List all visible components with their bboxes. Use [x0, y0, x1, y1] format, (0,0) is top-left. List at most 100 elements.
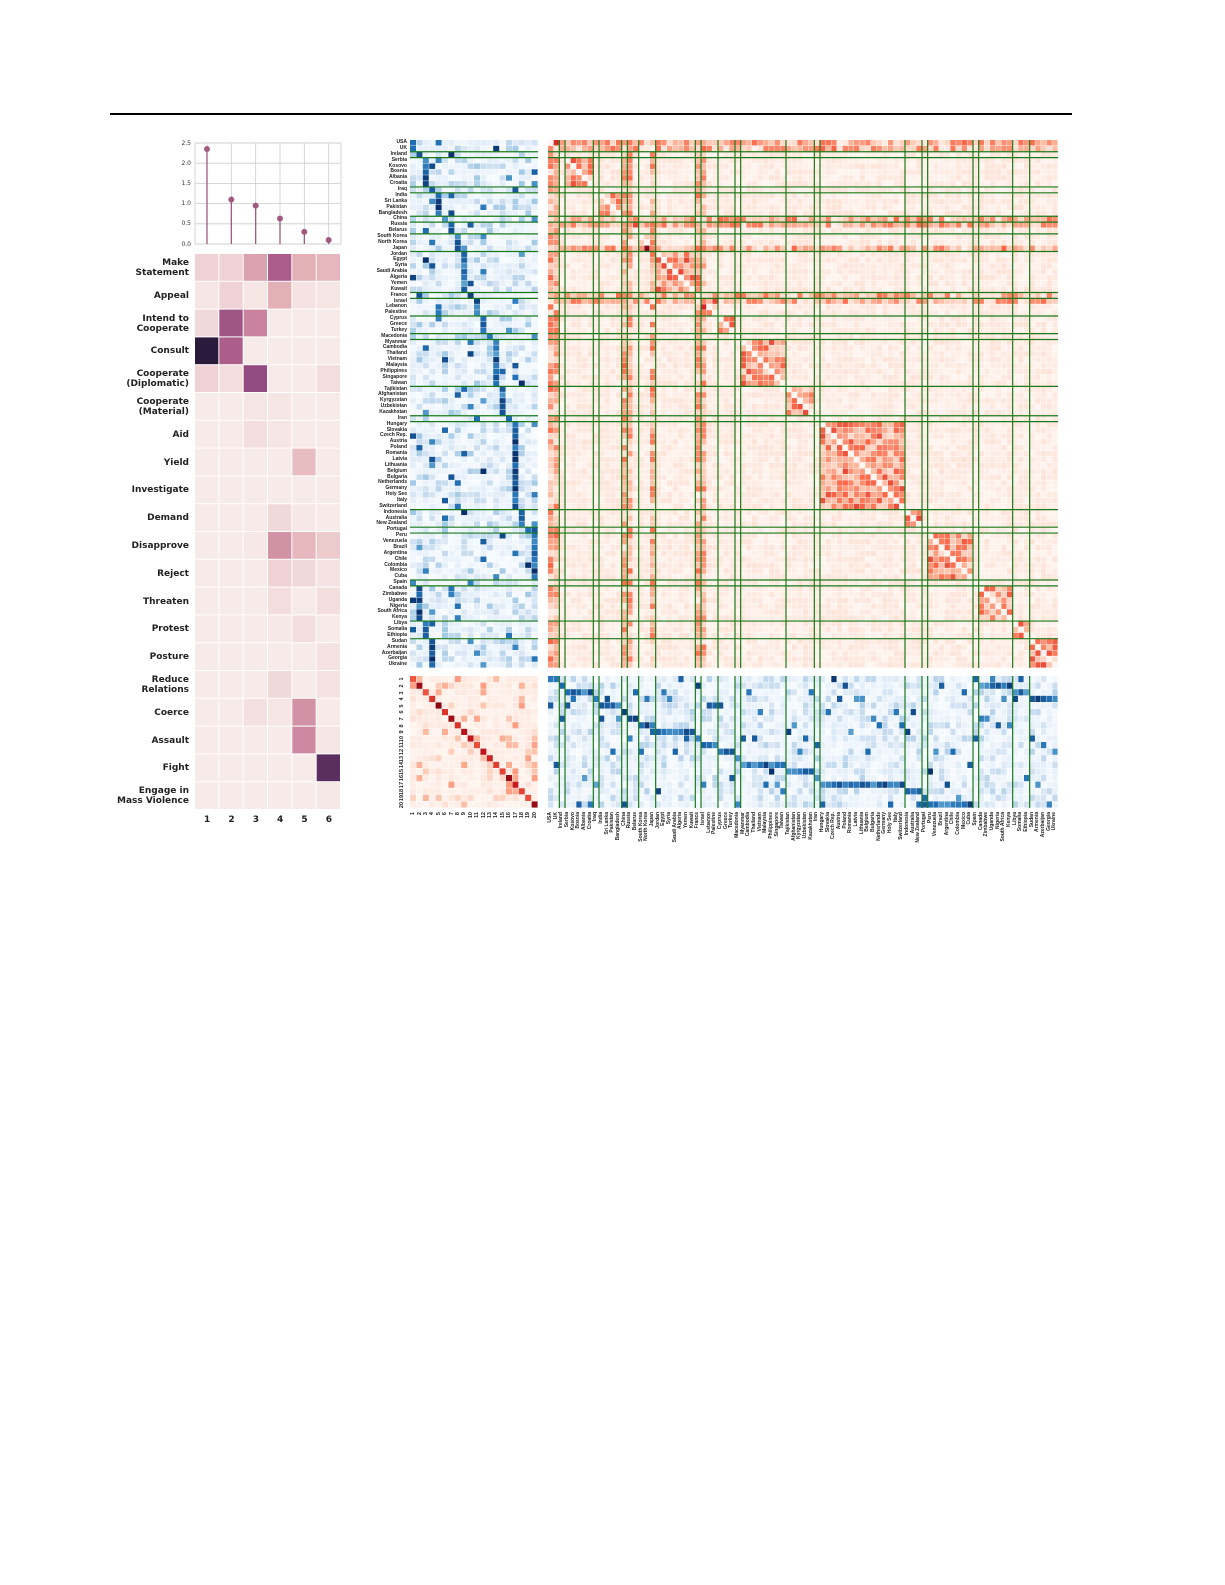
country-pair-cell: [922, 433, 928, 439]
country-pair-cell: [712, 398, 718, 404]
country-pair-cell: [627, 339, 633, 345]
country-pair-cell: [1041, 257, 1047, 263]
country-pair-cell: [814, 228, 820, 234]
country-pair-cell: [854, 280, 860, 287]
country-pair-cell: [695, 186, 701, 193]
country-pair-cell: [803, 450, 809, 457]
country-pair-cell: [922, 280, 928, 287]
country-pair-cell: [803, 392, 809, 398]
country-pair-cell: [967, 433, 973, 439]
country-pair-cell: [701, 404, 707, 410]
country-pair-cell: [621, 145, 627, 152]
country-pair-cell: [973, 310, 979, 316]
country-pair-cell: [774, 374, 780, 381]
country-pair-cell: [655, 292, 661, 298]
country-pair-cell: [978, 228, 984, 234]
country-pair-cell: [695, 415, 701, 422]
country-pair-cell: [961, 374, 967, 381]
country-pair-cell: [1012, 169, 1018, 175]
country-pair-cell: [695, 292, 701, 298]
country-pair-cell: [888, 274, 894, 281]
country-pair-cell: [1046, 374, 1052, 381]
country-pair-cell: [871, 386, 877, 392]
country-pair-cell: [990, 404, 996, 410]
country-pair-cell: [587, 398, 593, 404]
country-pair-cell: [740, 269, 746, 275]
country-pair-cell: [735, 292, 741, 298]
country-pair-cell: [1029, 327, 1035, 334]
country-pair-cell: [576, 386, 582, 392]
country-pair-cell: [695, 175, 701, 181]
country-pair-cell: [882, 310, 888, 316]
country-pair-cell: [859, 251, 865, 257]
country-pair-cell: [1001, 304, 1007, 310]
country-pair-cell: [701, 192, 707, 199]
country-pair-cell: [1029, 345, 1035, 351]
country-pair-cell: [854, 404, 860, 410]
country-pair-cell: [576, 228, 582, 234]
country-pair-cell: [701, 362, 707, 369]
country-pair-cell: [939, 198, 945, 205]
country-pair-cell: [627, 368, 633, 375]
country-pair-cell: [888, 409, 894, 416]
country-pair-cell: [803, 269, 809, 275]
country-pair-cell: [797, 222, 803, 228]
country-pair-cell: [689, 333, 695, 340]
country-pair-cell: [820, 140, 826, 146]
country-pair-cell: [899, 427, 905, 433]
country-pair-cell: [825, 157, 831, 164]
country-pair-cell: [763, 362, 769, 369]
country-pair-cell: [837, 445, 843, 451]
country-pair-cell: [701, 327, 707, 334]
country-pair-cell: [735, 409, 741, 416]
country-pair-cell: [672, 274, 678, 281]
country-pair-cell: [774, 151, 780, 158]
country-pair-cell: [667, 415, 673, 422]
country-pair-cell: [763, 345, 769, 351]
country-pair-cell: [593, 298, 599, 304]
country-pair-cell: [633, 310, 639, 316]
country-pair-cell: [859, 398, 865, 404]
country-pair-cell: [927, 245, 933, 252]
country-pair-cell: [650, 274, 656, 281]
country-pair-cell: [1001, 239, 1007, 246]
country-pair-cell: [797, 280, 803, 287]
country-pair-cell: [950, 445, 956, 451]
country-pair-cell: [888, 251, 894, 257]
country-pair-cell: [871, 210, 877, 216]
country-pair-cell: [723, 151, 729, 158]
country-pair-cell: [820, 357, 826, 363]
country-pair-cell: [871, 169, 877, 175]
country-pair-cell: [599, 304, 605, 310]
country-pair-cell: [638, 374, 644, 381]
country-pair-cell: [797, 327, 803, 334]
country-pair-cell: [644, 351, 650, 357]
country-pair-cell: [859, 439, 865, 445]
country-pair-cell: [729, 345, 735, 351]
country-pair-cell: [1012, 263, 1018, 269]
country-pair-cell: [791, 269, 797, 275]
country-pair-cell: [553, 362, 559, 369]
country-pair-cell: [627, 269, 633, 275]
country-pair-cell: [746, 421, 752, 428]
country-pair-cell: [927, 280, 933, 287]
country-pair-cell: [593, 251, 599, 257]
country-pair-cell: [905, 169, 911, 175]
country-pair-cell: [582, 351, 588, 357]
country-pair-cell: [990, 316, 996, 322]
country-pair-cell: [865, 445, 871, 451]
country-pair-cell: [1052, 374, 1058, 381]
country-pair-cell: [831, 310, 837, 316]
country-pair-cell: [695, 316, 701, 322]
country-pair-cell: [661, 310, 667, 316]
country-pair-cell: [831, 228, 837, 234]
country-pair-cell: [944, 175, 950, 181]
country-pair-cell: [559, 368, 565, 375]
country-pair-cell: [1035, 186, 1041, 193]
country-pair-cell: [672, 192, 678, 199]
country-pair-cell: [780, 263, 786, 269]
country-pair-cell: [803, 380, 809, 386]
country-pair-cell: [927, 192, 933, 199]
country-pair-cell: [842, 198, 848, 205]
heatmap-cell: [292, 476, 316, 504]
